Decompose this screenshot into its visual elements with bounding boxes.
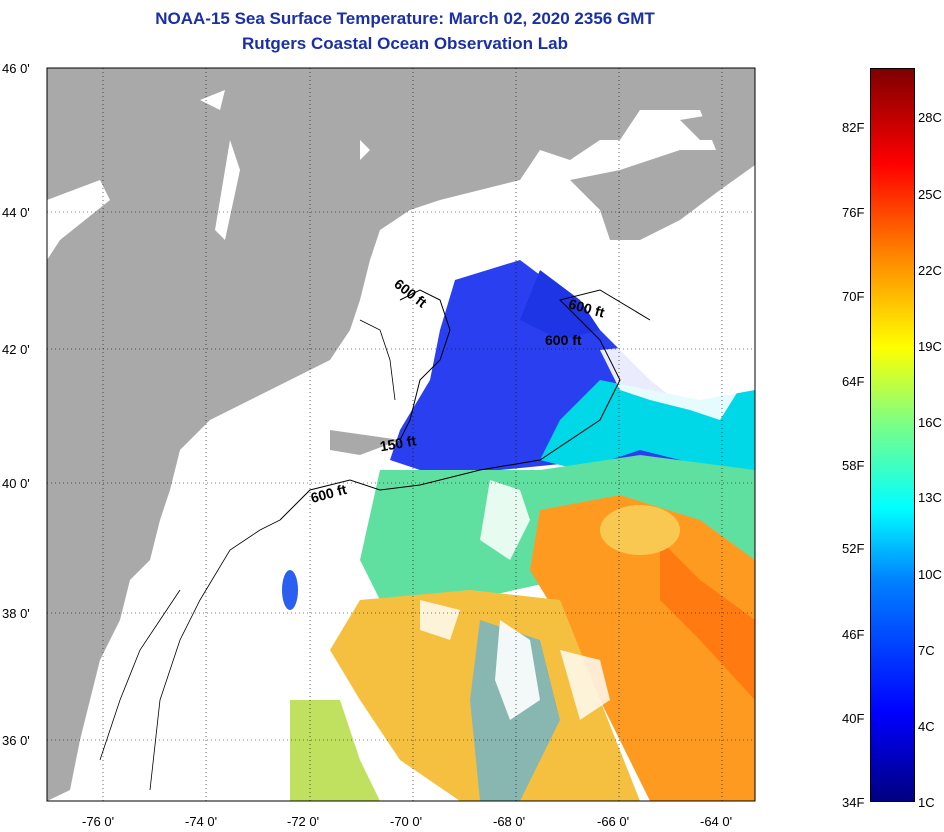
colorbar-c-label: 16C [918, 415, 942, 430]
colorbar-f-label: 58F [842, 458, 865, 473]
land-nova-scotia [570, 140, 755, 240]
colorbar-c-label: 22C [918, 263, 942, 278]
lat-label: 36 0' [2, 733, 30, 748]
colorbar-c-label: 1C [918, 795, 935, 810]
lon-label: -68 0' [493, 814, 525, 829]
contour-label: 600 ft [545, 332, 582, 348]
land-pei [680, 110, 755, 140]
lat-label: 40 0' [2, 476, 30, 491]
land-mainland [47, 68, 755, 801]
lon-label: -74 0' [185, 814, 217, 829]
colorbar-c-label: 4C [918, 719, 935, 734]
colorbar-f-label: 64F [842, 374, 865, 389]
colorbar-c-label: 13C [918, 490, 942, 505]
lon-label: -64 0' [700, 814, 732, 829]
lon-label: -70 0' [390, 814, 422, 829]
colorbar-f-label: 82F [842, 120, 865, 135]
lat-label: 38 0' [2, 606, 30, 621]
colorbar-c-label: 28C [918, 110, 942, 125]
lon-label: -66 0' [597, 814, 629, 829]
colorbar-f-label: 70F [842, 289, 865, 304]
map-title: NOAA-15 Sea Surface Temperature: March 0… [155, 9, 655, 28]
colorbar-f-label: 34F [842, 795, 865, 810]
colorbar-f-label: 76F [842, 205, 865, 220]
temperature-colorbar [870, 68, 915, 802]
land-long-island [330, 430, 400, 455]
colorbar-c-label: 7C [918, 643, 935, 658]
lat-label: 42 0' [2, 342, 30, 357]
colorbar-c-label: 25C [918, 187, 942, 202]
lon-label: -76 0' [82, 814, 114, 829]
contour-label: 150 ft [379, 432, 418, 454]
lat-label: 46 0' [2, 61, 30, 76]
colorbar-f-label: 40F [842, 711, 865, 726]
lon-label: -72 0' [287, 814, 319, 829]
colorbar-c-label: 19C [918, 339, 942, 354]
lat-label: 44 0' [2, 205, 30, 220]
colorbar-c-label: 10C [918, 567, 942, 582]
sst-field [47, 68, 755, 801]
map-subtitle: Rutgers Coastal Ocean Observation Lab [242, 34, 568, 53]
colorbar-f-label: 46F [842, 627, 865, 642]
colorbar-f-label: 52F [842, 541, 865, 556]
